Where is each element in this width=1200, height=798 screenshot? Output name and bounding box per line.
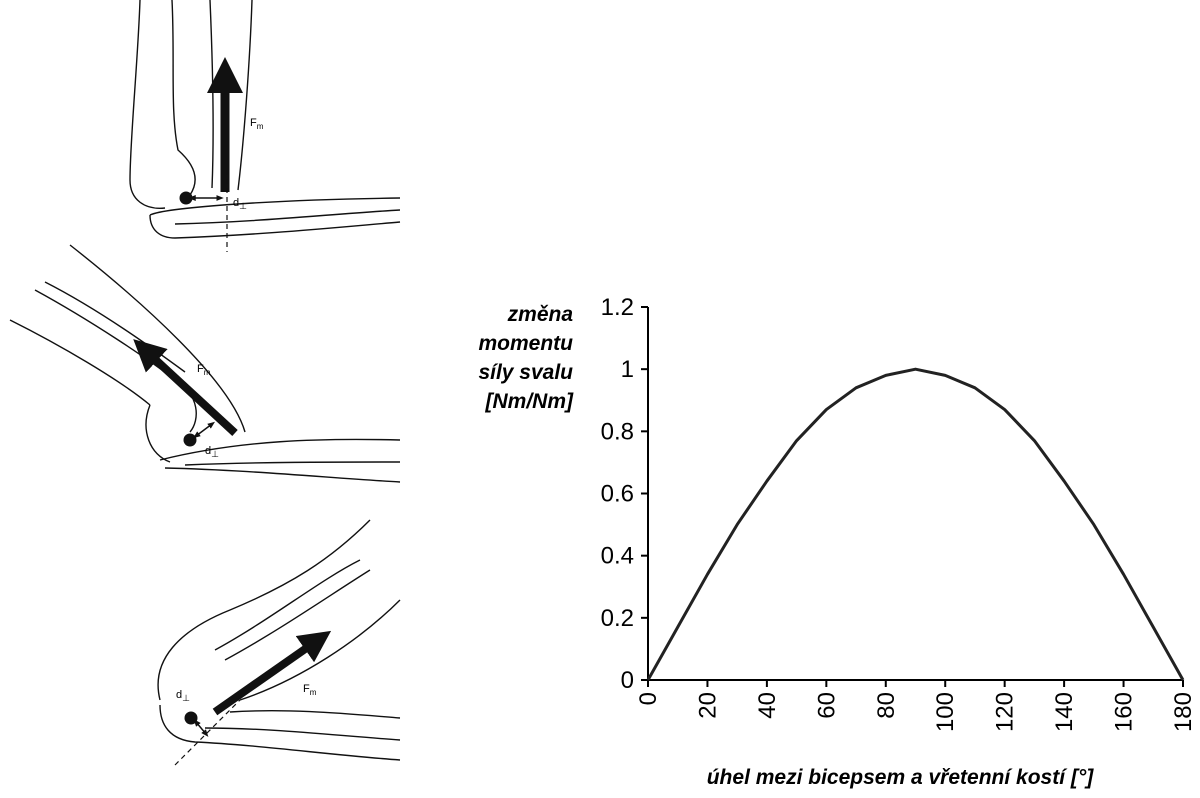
y-tick-label: 1 — [621, 356, 634, 383]
x-axis-label: úhel mezi bicepsem a vřetenní kostí [°] — [707, 766, 1095, 789]
x-tick-label: 0 — [635, 692, 662, 705]
y-tick-label: 0 — [621, 667, 634, 694]
y-tick-label: 0.8 — [601, 418, 634, 445]
distance-label: d⊥ — [205, 445, 219, 459]
y-tick-label: 1.2 — [601, 294, 634, 321]
x-tick-label: 160 — [1111, 692, 1138, 732]
x-tick-label: 40 — [754, 692, 781, 719]
illustration-3: Fm d⊥ — [158, 520, 400, 765]
subscript: ⊥ — [182, 693, 190, 703]
y-tick-label: 0.6 — [601, 481, 634, 508]
illustration-1: Fm d⊥ — [130, 0, 400, 252]
data-line — [648, 369, 1183, 680]
subscript: m — [310, 688, 317, 697]
y-axis-label: momentu — [479, 332, 574, 355]
force-label: Fm — [197, 363, 211, 377]
subscript: m — [257, 122, 264, 131]
x-tick-label: 80 — [873, 692, 900, 719]
x-tick-label: 100 — [932, 692, 959, 732]
y-axis-label: [Nm/Nm] — [485, 390, 575, 413]
force-label: Fm — [303, 683, 317, 697]
y-axis-label: změna — [507, 303, 574, 326]
page: Fm d⊥ Fm d⊥ Fm d⊥ úhel mezi bicepsem a v… — [0, 0, 1200, 798]
x-tick-label: 60 — [813, 692, 840, 719]
x-tick-label: 180 — [1170, 692, 1197, 732]
subscript: ⊥ — [239, 201, 247, 211]
subscript: m — [204, 368, 211, 377]
illustration-2: Fm d⊥ — [10, 245, 400, 482]
distance-label: d⊥ — [176, 689, 190, 703]
y-tick-label: 0.4 — [601, 543, 634, 570]
y-tick-label: 0.2 — [601, 605, 634, 632]
subscript: ⊥ — [211, 449, 219, 459]
force-label: Fm — [250, 117, 264, 131]
y-axis-label: síly svalu — [478, 361, 573, 384]
x-tick-label: 20 — [694, 692, 721, 719]
x-tick-label: 140 — [1051, 692, 1078, 732]
distance-label: d⊥ — [233, 197, 247, 211]
x-tick-label: 120 — [992, 692, 1019, 732]
